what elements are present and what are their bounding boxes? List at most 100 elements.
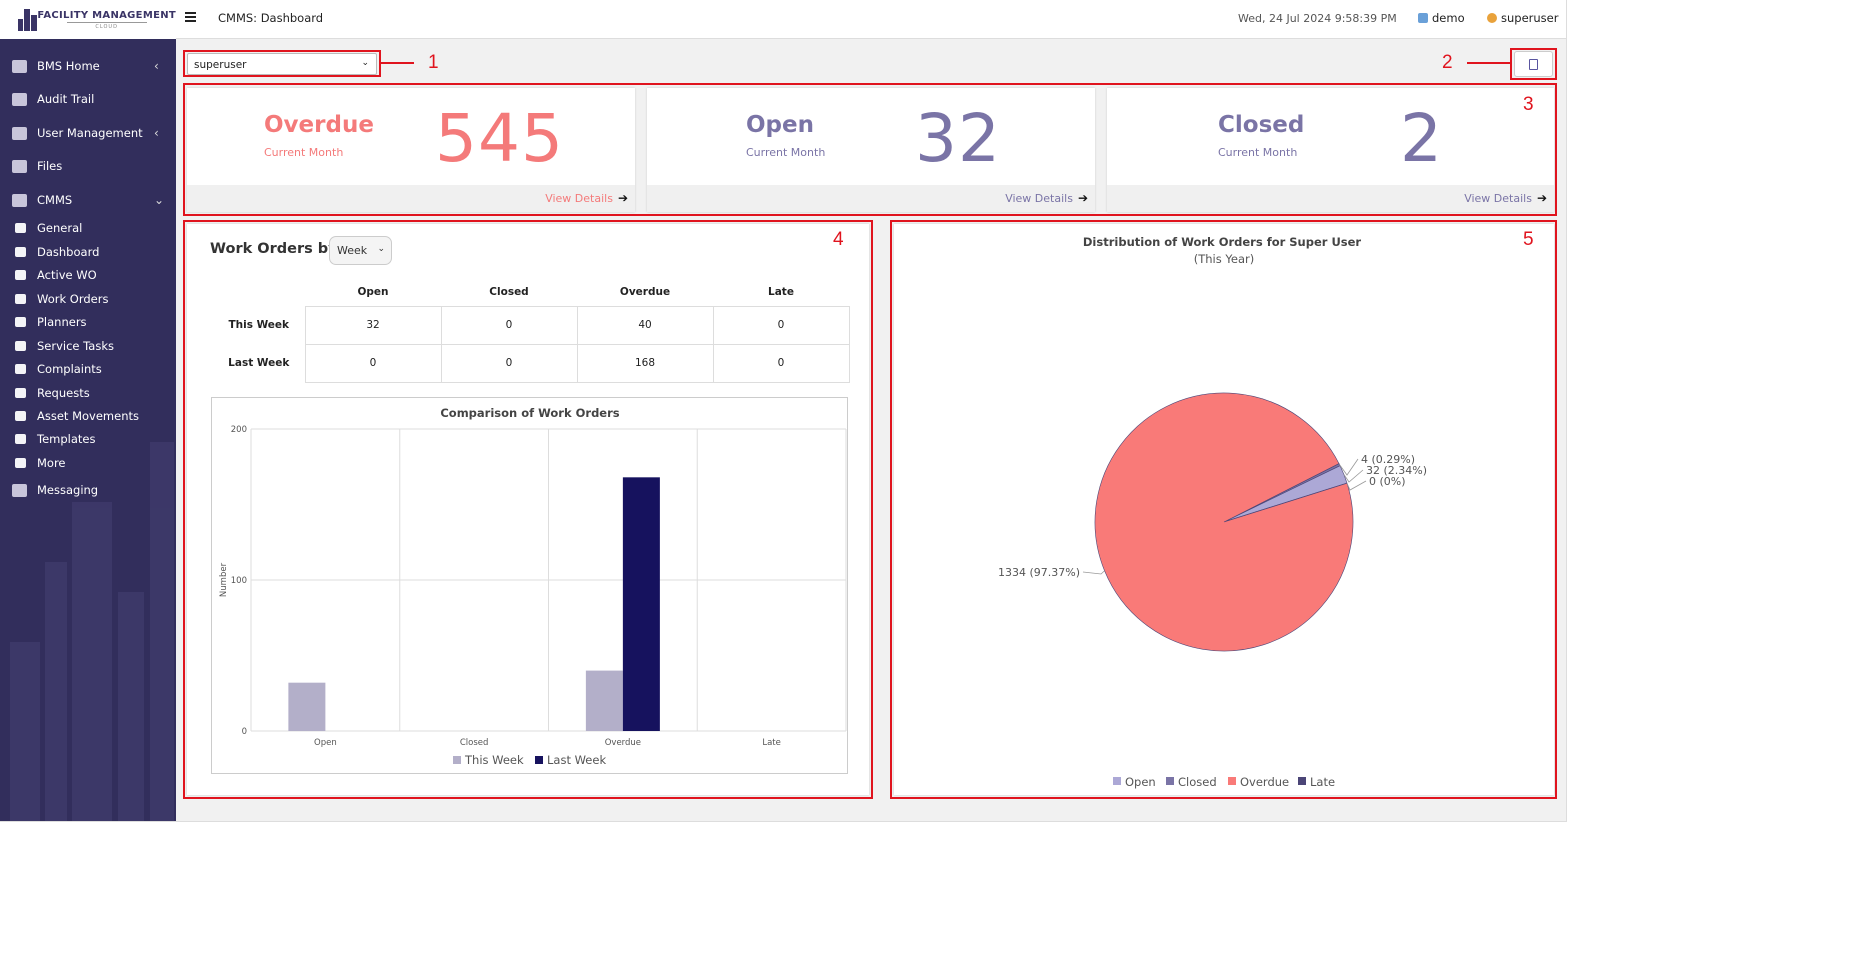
sidebar-item-work-orders[interactable]: Work Orders bbox=[0, 288, 176, 310]
sidebar-item-complaints[interactable]: Complaints bbox=[0, 358, 176, 380]
sidebar-item-label: Complaints bbox=[37, 362, 102, 376]
pie-data-label: 0 (0%) bbox=[1369, 475, 1406, 488]
sidebar-item-service-tasks[interactable]: Service Tasks bbox=[0, 335, 176, 357]
x-tick-label: Late bbox=[762, 738, 781, 748]
exchange-icon bbox=[15, 411, 26, 421]
sidebar-item-user-management[interactable]: User Management ‹ bbox=[0, 122, 176, 144]
sidebar-item-messaging[interactable]: Messaging bbox=[0, 479, 176, 501]
sidebar-item-general[interactable]: General bbox=[0, 217, 176, 239]
annotation-box-2 bbox=[1510, 48, 1557, 80]
user-filter-value: superuser bbox=[194, 59, 247, 71]
stat-name: Open bbox=[746, 112, 814, 138]
legend-swatch bbox=[453, 756, 461, 764]
sidebar-item-label: CMMS bbox=[37, 193, 73, 207]
row-header: This Week bbox=[228, 319, 290, 331]
user-menu[interactable]: superuser bbox=[1487, 11, 1558, 25]
user-filter-select[interactable]: superuser ⌄ bbox=[187, 53, 377, 75]
sidebar-item-label: BMS Home bbox=[37, 59, 100, 73]
view-details-link[interactable]: View Details ➔ bbox=[1005, 191, 1088, 205]
sidebar-item-more[interactable]: More bbox=[0, 452, 176, 474]
legend-swatch bbox=[1113, 777, 1121, 785]
table-row: Last Week 0 0 168 0 bbox=[213, 343, 850, 383]
sidebar-item-asset-movements[interactable]: Asset Movements bbox=[0, 405, 176, 427]
x-tick-label: Closed bbox=[460, 738, 489, 748]
chevron-down-icon: ⌄ bbox=[361, 58, 369, 68]
annotation-label-5: 5 bbox=[1523, 229, 1534, 250]
stat-period: Current Month bbox=[1218, 146, 1298, 159]
brand-name: FACILITY MANAGEMENT bbox=[37, 9, 176, 21]
stat-period: Current Month bbox=[264, 146, 344, 159]
logo[interactable]: FACILITY MANAGEMENT CLOUD bbox=[0, 0, 176, 39]
legend-swatch bbox=[1298, 777, 1306, 785]
sidebar-item-templates[interactable]: Templates bbox=[0, 428, 176, 450]
arrow-right-icon: ➔ bbox=[1536, 191, 1547, 205]
chart-title: Comparison of Work Orders bbox=[440, 406, 619, 420]
sidebar-item-requests[interactable]: Requests bbox=[0, 382, 176, 404]
cmms-icon bbox=[12, 193, 27, 207]
sidebar-item-label: More bbox=[37, 456, 66, 470]
export-pdf-button[interactable] bbox=[1514, 51, 1553, 77]
sidebar-item-label: Dashboard bbox=[37, 245, 100, 259]
column-header: Closed bbox=[489, 286, 529, 299]
sidebar-item-label: Audit Trail bbox=[37, 92, 95, 106]
chart-title: Distribution of Work Orders for Super Us… bbox=[1083, 235, 1362, 249]
building-logo-icon bbox=[18, 8, 37, 31]
table-cell: 32 bbox=[304, 305, 442, 345]
files-icon bbox=[12, 159, 27, 173]
users-icon bbox=[12, 126, 27, 140]
top-bar: FACILITY MANAGEMENT CLOUD CMMS: Dashboar… bbox=[0, 0, 1566, 39]
legend-label: Open bbox=[1125, 775, 1156, 789]
sidebar-item-audit-trail[interactable]: Audit Trail bbox=[0, 88, 176, 110]
column-header: Open bbox=[357, 286, 389, 299]
sidebar-item-active-wo[interactable]: Active WO bbox=[0, 264, 176, 286]
sidebar-item-label: Messaging bbox=[37, 483, 99, 497]
menu-toggle-icon[interactable] bbox=[185, 12, 196, 22]
y-tick-label: 200 bbox=[231, 425, 247, 435]
sidebar-item-files[interactable]: Files bbox=[0, 155, 176, 177]
sidebar-item-planners[interactable]: Planners bbox=[0, 311, 176, 333]
arrow-right-icon: ➔ bbox=[1077, 191, 1088, 205]
period-select-value: Week bbox=[337, 244, 368, 257]
y-tick-label: 0 bbox=[242, 727, 247, 737]
chevron-icon: ‹ bbox=[154, 126, 159, 140]
table-cell: 0 bbox=[440, 343, 578, 383]
ellipsis-icon bbox=[15, 458, 26, 468]
y-tick-label: 100 bbox=[231, 576, 247, 586]
legend-label: Last Week bbox=[547, 753, 606, 767]
sidebar-city-background bbox=[0, 402, 176, 821]
stat-value: 545 bbox=[435, 100, 564, 177]
check-square-icon bbox=[15, 341, 26, 351]
view-details-link[interactable]: View Details ➔ bbox=[545, 191, 628, 205]
legend-swatch bbox=[1228, 777, 1236, 785]
sidebar-item-cmms[interactable]: CMMS ⌄ bbox=[0, 189, 176, 211]
pie-data-label: 32 (2.34%) bbox=[1366, 464, 1427, 477]
annotation-label-2: 2 bbox=[1442, 52, 1453, 73]
page-title: CMMS: Dashboard bbox=[218, 11, 324, 25]
pie-label-line bbox=[1339, 458, 1359, 476]
sidebar-item-label: Service Tasks bbox=[37, 339, 114, 353]
sidebar-item-label: User Management bbox=[37, 126, 143, 140]
sidebar-item-label: Planners bbox=[37, 315, 87, 329]
table-row: This Week 32 0 40 0 bbox=[213, 305, 850, 345]
legend-label: Late bbox=[1310, 775, 1335, 789]
site-selector[interactable]: demo bbox=[1418, 11, 1465, 25]
legend-label: This Week bbox=[464, 753, 524, 767]
pie-label-line bbox=[1346, 480, 1367, 491]
user-icon bbox=[1487, 13, 1497, 23]
view-details-link[interactable]: View Details ➔ bbox=[1464, 191, 1547, 205]
user-name: superuser bbox=[1501, 11, 1559, 25]
stat-card-closed: Closed Current Month 2 View Details ➔ bbox=[1107, 88, 1554, 212]
sidebar: BMS Home ‹ Audit Trail User Management ‹ File… bbox=[0, 39, 176, 821]
table-icon bbox=[15, 364, 26, 374]
period-select[interactable]: Week ⌄ bbox=[329, 236, 392, 265]
sidebar-item-label: Work Orders bbox=[37, 292, 109, 306]
legend-label: Closed bbox=[1178, 775, 1217, 789]
annotation-label-1: 1 bbox=[428, 52, 439, 73]
stat-name: Overdue bbox=[264, 112, 374, 138]
column-header: Late bbox=[768, 286, 794, 299]
sidebar-item-bms-home[interactable]: BMS Home ‹ bbox=[0, 55, 176, 77]
sidebar-item-dashboard[interactable]: Dashboard bbox=[0, 241, 176, 263]
current-datetime: Wed, 24 Jul 2024 9:58:39 PM bbox=[1238, 12, 1397, 25]
bar bbox=[288, 682, 326, 731]
sidebar-item-label: General bbox=[37, 221, 83, 235]
